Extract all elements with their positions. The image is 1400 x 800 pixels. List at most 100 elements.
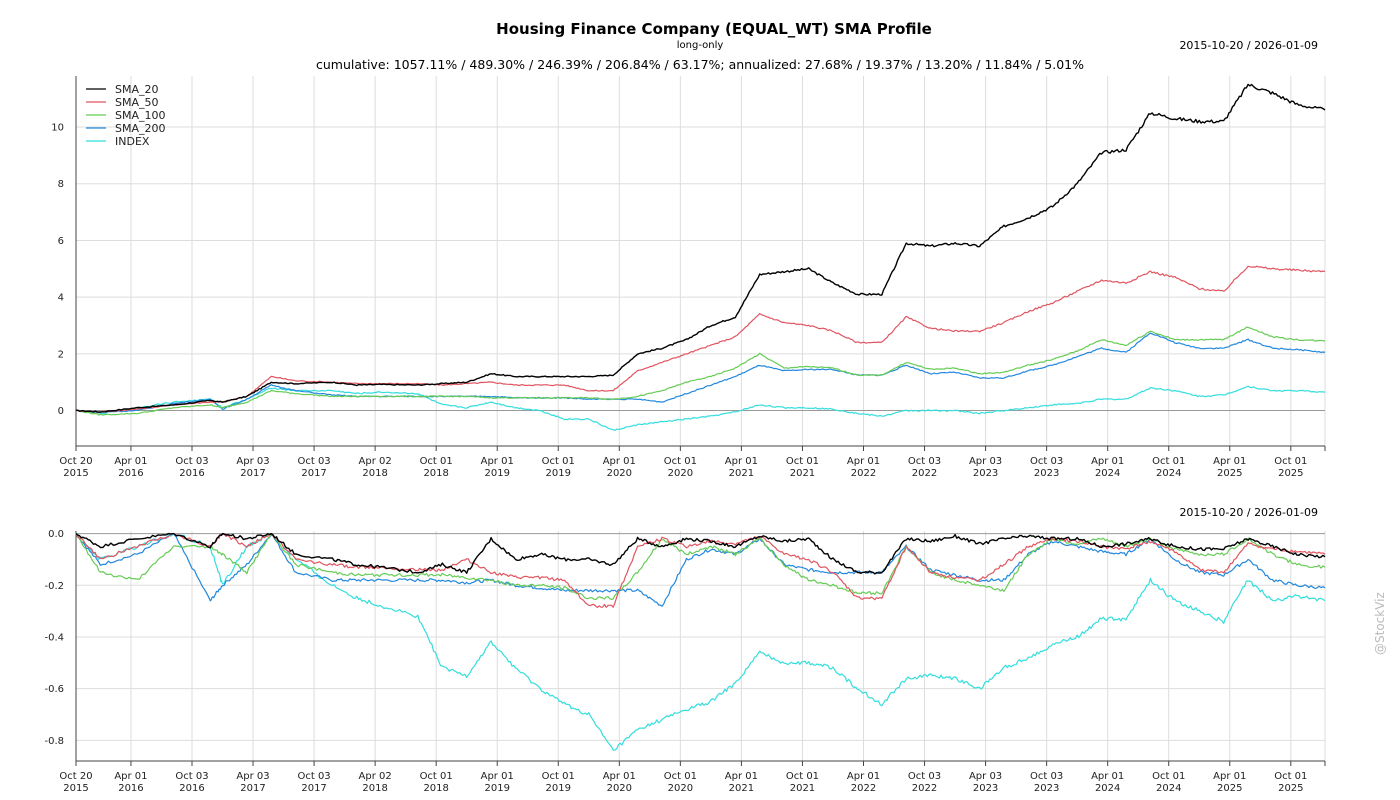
drawdown-line-index (76, 533, 1326, 751)
xtick-line2: 2019 (484, 468, 509, 479)
xtick-line1: Apr 01 (1091, 456, 1124, 467)
xtick-line2: 2025 (1217, 783, 1242, 794)
cumulative-ytick-label: 2 (58, 349, 64, 360)
cumulative-xtick-label: Oct 01 2025 (1274, 456, 1307, 479)
xtick-line1: Apr 02 (359, 771, 392, 782)
watermark: @StockViz (1373, 592, 1387, 655)
cumulative-ytick-label: 0 (58, 406, 64, 417)
xtick-line1: Oct 03 (908, 771, 941, 782)
drawdown-xtick-label: Oct 01 2025 (1274, 771, 1307, 794)
xtick-line1: Oct 01 (664, 771, 697, 782)
xtick-line2: 2018 (423, 783, 448, 794)
xtick-line2: 2016 (118, 468, 143, 479)
xtick-line2: 2022 (851, 468, 876, 479)
top-date-range: 2015-10-20 / 2026-01-09 (1179, 39, 1318, 52)
drawdown-xtick-label: Apr 03 2023 (969, 771, 1002, 794)
xtick-line2: 2022 (912, 783, 937, 794)
cumulative-xtick-label: Apr 02 2018 (359, 456, 392, 479)
xtick-line2: 2025 (1278, 783, 1303, 794)
xtick-line1: Oct 01 (542, 771, 575, 782)
xtick-line1: Apr 01 (1213, 456, 1246, 467)
xtick-line1: Apr 01 (1091, 771, 1124, 782)
drawdown-ytick-label: 0.0 (48, 529, 64, 540)
xtick-line1: Oct 01 (1274, 456, 1307, 467)
cumulative-xtick-label: Apr 01 2021 (725, 456, 758, 479)
cumulative-line-sma_20 (76, 83, 1326, 413)
cumulative-line-sma_100 (75, 326, 1326, 416)
xtick-line2: 2015 (63, 783, 88, 794)
cumulative-series (75, 83, 1326, 431)
drawdown-xtick-label: Oct 01 2019 (542, 771, 575, 794)
xtick-line2: 2016 (118, 783, 143, 794)
cumulative-line-index (75, 385, 1326, 431)
xtick-line2: 2018 (362, 783, 387, 794)
cumulative-ytick-label: 4 (58, 293, 64, 304)
xtick-line2: 2020 (607, 783, 632, 794)
drawdown-xtick-label: Apr 01 2019 (481, 771, 514, 794)
xtick-line1: Apr 03 (236, 771, 269, 782)
xtick-line1: Oct 01 (1274, 771, 1307, 782)
drawdown-xtick-label: Oct 03 2016 (175, 771, 208, 794)
xtick-line1: Apr 02 (359, 456, 392, 467)
cumulative-xtick-label: Apr 01 2024 (1091, 456, 1124, 479)
drawdown-xtick-label: Oct 03 2022 (908, 771, 941, 794)
xtick-line2: 2024 (1095, 468, 1120, 479)
xtick-line2: 2023 (973, 468, 998, 479)
drawdown-line-sma_200 (75, 533, 1326, 607)
cumulative-line-sma_50 (75, 265, 1326, 413)
xtick-line2: 2016 (179, 783, 204, 794)
xtick-line1: Apr 01 (1213, 771, 1246, 782)
xtick-line2: 2019 (546, 783, 571, 794)
drawdown-xtick-label: Apr 01 2022 (847, 771, 880, 794)
xtick-line2: 2023 (1034, 468, 1059, 479)
xtick-line1: Apr 01 (725, 456, 758, 467)
drawdown-ytick-label: -0.2 (44, 581, 64, 592)
drawdown-gridlines (75, 531, 1326, 761)
xtick-line2: 2025 (1217, 468, 1242, 479)
xtick-line1: Apr 01 (603, 456, 636, 467)
xtick-line2: 2025 (1278, 468, 1303, 479)
drawdown-xtick-label: Oct 03 2023 (1030, 771, 1063, 794)
xtick-line1: Oct 01 (786, 456, 819, 467)
drawdown-line-sma_100 (75, 533, 1326, 601)
cumulative-xtick-label: Apr 01 2025 (1213, 456, 1246, 479)
xtick-line1: Apr 03 (969, 456, 1002, 467)
xtick-line1: Apr 03 (969, 771, 1002, 782)
cumulative-xtick-label: Oct 01 2018 (420, 456, 453, 479)
legend-label-sma_100: SMA_100 (115, 109, 166, 122)
cumulative-xtick-label: Oct 20 2015 (59, 456, 92, 479)
drawdown-xtick-label: Oct 01 2024 (1152, 771, 1185, 794)
xtick-line2: 2021 (790, 468, 815, 479)
drawdown-xtick-label: Oct 03 2017 (297, 771, 330, 794)
xtick-line1: Oct 01 (664, 456, 697, 467)
cumulative-xtick-label: Oct 03 2023 (1030, 456, 1063, 479)
xtick-line1: Oct 03 (1030, 456, 1063, 467)
cumulative-xtick-label: Oct 01 2024 (1152, 456, 1185, 479)
cumulative-ytick-label: 8 (58, 179, 64, 190)
xtick-line1: Oct 03 (175, 456, 208, 467)
xtick-line1: Oct 03 (175, 771, 208, 782)
drawdown-xtick-label: Apr 01 2024 (1091, 771, 1124, 794)
xtick-line1: Apr 01 (114, 771, 147, 782)
cumulative-ytick-label: 6 (58, 236, 64, 247)
xtick-line2: 2019 (546, 468, 571, 479)
xtick-line2: 2021 (790, 783, 815, 794)
cumulative-gridlines (75, 76, 1326, 446)
cumulative-xtick-label: Apr 01 2020 (603, 456, 636, 479)
drawdown-ytick-label: -0.6 (44, 684, 64, 695)
drawdown-xtick-label: Oct 01 2021 (786, 771, 819, 794)
xtick-line2: 2017 (240, 468, 265, 479)
drawdown-line-sma_20 (75, 532, 1326, 575)
legend-label-sma_50: SMA_50 (115, 96, 159, 109)
legend-label-index: INDEX (115, 135, 150, 148)
xtick-line1: Apr 01 (847, 456, 880, 467)
xtick-line2: 2024 (1156, 468, 1181, 479)
xtick-line2: 2017 (301, 468, 326, 479)
xtick-line1: Oct 03 (297, 771, 330, 782)
xtick-line2: 2020 (607, 468, 632, 479)
xtick-line1: Oct 01 (1152, 771, 1185, 782)
drawdown-xtick-label: Oct 01 2020 (664, 771, 697, 794)
